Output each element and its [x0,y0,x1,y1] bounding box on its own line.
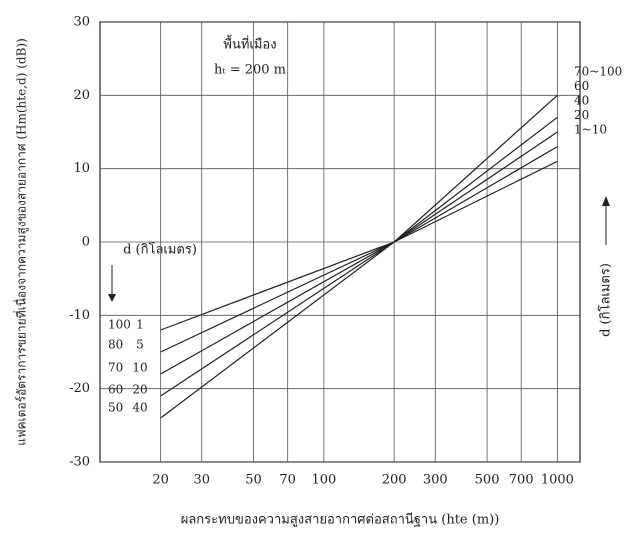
y-tick-label: -10 [69,308,90,323]
annotation: d (กิโลเมตร) [598,263,614,337]
series-label: 20 [574,108,589,122]
left-label: 50 [108,401,123,415]
x-tick-label: 700 [509,473,534,488]
series-label: 60 [574,79,589,93]
x-tick-label: 200 [382,473,407,488]
x-tick-label: 20 [152,473,169,488]
left-label: 5 [136,338,144,352]
y-tick-label: 10 [73,161,90,176]
x-axis-title: ผลกระทบของความสูงสายอากาศต่อสถานีฐาน (ht… [181,512,500,528]
arrow-head [602,196,610,206]
series-line [160,146,558,353]
x-tick-label: 500 [475,473,500,488]
series-label: 70~100 [574,65,622,79]
series-line [160,116,558,397]
series-line [160,160,558,331]
left-label: 100 [108,318,131,332]
x-tick-label: 50 [245,473,262,488]
left-label: 1 [136,318,144,332]
arrow-head [108,294,116,302]
y-tick-label: 30 [73,15,90,30]
y-tick-label: 20 [73,88,90,103]
x-tick-label: 1000 [541,473,574,488]
y-tick-label: -30 [69,455,90,470]
left-label: 20 [132,383,147,397]
series-label: 40 [574,94,589,108]
left-label: 10 [132,361,147,375]
left-label: 40 [132,401,147,415]
left-label: 70 [108,361,123,375]
x-tick-label: 100 [311,473,336,488]
y-axis-title: แฟคเตอร์อัตราการขยายที่เนื่องจากความสูงข… [13,38,30,446]
x-tick-label: 30 [193,473,210,488]
x-tick-label: 70 [279,473,296,488]
y-tick-label: -20 [69,381,90,396]
y-tick-label: 0 [82,235,90,250]
annotation: d (กิโลเมตร) [123,242,197,258]
series-line [160,94,558,419]
left-label: 60 [108,383,123,397]
x-tick-label: 300 [423,473,448,488]
annotation: พื้นที่เมือง [223,35,276,53]
series-label: 1~10 [574,123,607,137]
left-label: 80 [108,338,123,352]
annotation: hₜ = 200 m [214,63,286,78]
